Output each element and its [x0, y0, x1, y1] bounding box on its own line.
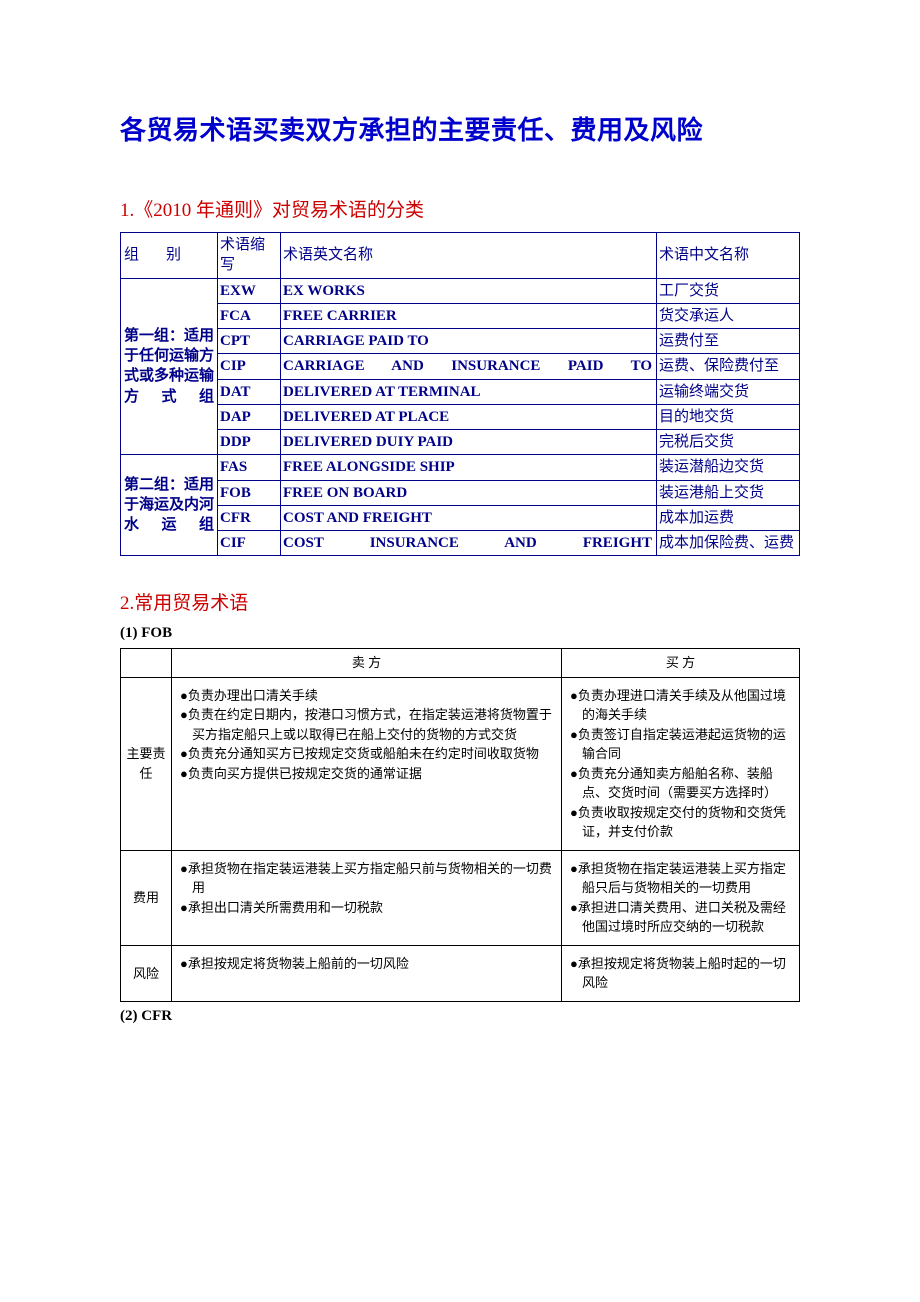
cell-en: DELIVERED AT TERMINAL: [281, 379, 657, 404]
cell-en: CARRIAGE AND INSURANCE PAID TO: [281, 354, 657, 379]
cell-cn: 运费付至: [657, 329, 800, 354]
cell-en: COST AND FREIGHT: [281, 505, 657, 530]
cell-cn: 完税后交货: [657, 430, 800, 455]
table-row: DDP DELIVERED DUIY PAID 完税后交货: [121, 430, 800, 455]
cell-en: EX WORKS: [281, 278, 657, 303]
cell-abbr: FCA: [218, 303, 281, 328]
cell-abbr: EXW: [218, 278, 281, 303]
bullet-line: ●承担货物在指定装运港装上买方指定船只后与货物相关的一切费用: [570, 859, 791, 898]
cell-cn: 目的地交货: [657, 404, 800, 429]
table-row: CIF COST INSURANCE AND FREIGHT 成本加保险费、运费: [121, 531, 800, 556]
bullet-line: ●承担按规定将货物装上船前的一切风险: [180, 954, 553, 974]
bullet-line: ●负责在约定日期内，按港口习惯方式，在指定装运港将货物置于买方指定船只上或以取得…: [180, 705, 553, 744]
bullet-line: ●承担货物在指定装运港装上买方指定船只前与货物相关的一切费用: [180, 859, 553, 898]
section2-title: 2.常用贸易术语: [120, 588, 800, 615]
cell-abbr: FOB: [218, 480, 281, 505]
cell-seller-cost: ●承担货物在指定装运港装上买方指定船只前与货物相关的一切费用●承担出口清关所需费…: [172, 850, 562, 945]
cell-cn: 工厂交货: [657, 278, 800, 303]
table-row: 第二组：适用于海运及内河水运组 FAS FREE ALONGSIDE SHIP …: [121, 455, 800, 480]
cell-buyer-cost: ●承担货物在指定装运港装上买方指定船只后与货物相关的一切费用●承担进口清关费用、…: [562, 850, 800, 945]
bullet-line: ●负责收取按规定交付的货物和交货凭证，并支付价款: [570, 803, 791, 842]
cell-abbr: CPT: [218, 329, 281, 354]
table-row: CPT CARRIAGE PAID TO 运费付至: [121, 329, 800, 354]
page-title: 各贸易术语买卖双方承担的主要责任、费用及风险: [120, 110, 800, 147]
cell-cn: 运输终端交货: [657, 379, 800, 404]
cell-buyer-risk: ●承担按规定将货物装上船时起的一切风险: [562, 945, 800, 1001]
row-label-cost: 费用: [121, 850, 172, 945]
table-row: CFR COST AND FREIGHT 成本加运费: [121, 505, 800, 530]
cell-abbr: DAT: [218, 379, 281, 404]
cell-abbr: DAP: [218, 404, 281, 429]
cell-seller-risk: ●承担按规定将货物装上船前的一切风险: [172, 945, 562, 1001]
cell-en: FREE ALONGSIDE SHIP: [281, 455, 657, 480]
cfr-heading: (2) CFR: [120, 1008, 800, 1025]
header-blank: [121, 649, 172, 678]
bullet-line: ●负责向买方提供已按规定交货的通常证据: [180, 764, 553, 784]
section1-title: 1.《2010 年通则》对贸易术语的分类: [120, 195, 800, 222]
table-row: 费用 ●承担货物在指定装运港装上买方指定船只前与货物相关的一切费用●承担出口清关…: [121, 850, 800, 945]
bullet-line: ●负责办理出口清关手续: [180, 686, 553, 706]
header-chinese: 术语中文名称: [657, 233, 800, 279]
bullet-line: ●承担出口清关所需费用和一切税款: [180, 898, 553, 918]
cell-en: COST INSURANCE AND FREIGHT: [281, 531, 657, 556]
table-row: FOB FREE ON BOARD 装运港船上交货: [121, 480, 800, 505]
group2-label: 第二组：适用于海运及内河水运组: [121, 455, 218, 556]
cell-abbr: DDP: [218, 430, 281, 455]
cell-abbr: CIF: [218, 531, 281, 556]
cell-abbr: CFR: [218, 505, 281, 530]
table-row: DAT DELIVERED AT TERMINAL 运输终端交货: [121, 379, 800, 404]
cell-en: DELIVERED AT PLACE: [281, 404, 657, 429]
cell-cn: 装运潜船边交货: [657, 455, 800, 480]
header-seller: 卖 方: [172, 649, 562, 678]
cell-buyer-responsibility: ●负责办理进口清关手续及从他国过境的海关手续●负责签订自指定装运港起运货物的运输…: [562, 677, 800, 850]
cell-cn: 装运港船上交货: [657, 480, 800, 505]
cell-abbr: FAS: [218, 455, 281, 480]
cell-cn: 成本加保险费、运费: [657, 531, 800, 556]
cell-cn: 运费、保险费付至: [657, 354, 800, 379]
table-row: CIP CARRIAGE AND INSURANCE PAID TO 运费、保险…: [121, 354, 800, 379]
header-buyer: 买 方: [562, 649, 800, 678]
row-label-risk: 风险: [121, 945, 172, 1001]
table-row: 风险 ●承担按规定将货物装上船前的一切风险 ●承担按规定将货物装上船时起的一切风…: [121, 945, 800, 1001]
header-abbr: 术语缩写: [218, 233, 281, 279]
table-incoterms-classification: 组 别 术语缩写 术语英文名称 术语中文名称 第一组：适用于任何运输方式或多种运…: [120, 232, 800, 556]
bullet-line: ●承担进口清关费用、进口关税及需经他国过境时所应交纳的一切税款: [570, 898, 791, 937]
cell-cn: 成本加运费: [657, 505, 800, 530]
table-fob-details: 卖 方 买 方 主要责任 ●负责办理出口清关手续●负责在约定日期内，按港口习惯方…: [120, 648, 800, 1002]
table-row: DAP DELIVERED AT PLACE 目的地交货: [121, 404, 800, 429]
fob-heading: (1) FOB: [120, 625, 800, 642]
table-row: 第一组：适用于任何运输方式或多种运输方式组 EXW EX WORKS 工厂交货: [121, 278, 800, 303]
cell-seller-responsibility: ●负责办理出口清关手续●负责在约定日期内，按港口习惯方式，在指定装运港将货物置于…: [172, 677, 562, 850]
row-label-responsibility: 主要责任: [121, 677, 172, 850]
cell-en: CARRIAGE PAID TO: [281, 329, 657, 354]
table-header-row: 卖 方 买 方: [121, 649, 800, 678]
table-header-row: 组 别 术语缩写 术语英文名称 术语中文名称: [121, 233, 800, 279]
group1-label: 第一组：适用于任何运输方式或多种运输方式组: [121, 278, 218, 455]
bullet-line: ●负责充分通知买方已按规定交货或船舶未在约定时间收取货物: [180, 744, 553, 764]
cell-en: DELIVERED DUIY PAID: [281, 430, 657, 455]
table-row: 主要责任 ●负责办理出口清关手续●负责在约定日期内，按港口习惯方式，在指定装运港…: [121, 677, 800, 850]
bullet-line: ●负责签订自指定装运港起运货物的运输合同: [570, 725, 791, 764]
table-row: FCA FREE CARRIER 货交承运人: [121, 303, 800, 328]
cell-abbr: CIP: [218, 354, 281, 379]
header-english: 术语英文名称: [281, 233, 657, 279]
cell-cn: 货交承运人: [657, 303, 800, 328]
cell-en: FREE CARRIER: [281, 303, 657, 328]
bullet-line: ●负责办理进口清关手续及从他国过境的海关手续: [570, 686, 791, 725]
cell-en: FREE ON BOARD: [281, 480, 657, 505]
header-group: 组 别: [121, 233, 218, 279]
bullet-line: ●负责充分通知卖方船舶名称、装船点、交货时间（需要买方选择时）: [570, 764, 791, 803]
bullet-line: ●承担按规定将货物装上船时起的一切风险: [570, 954, 791, 993]
